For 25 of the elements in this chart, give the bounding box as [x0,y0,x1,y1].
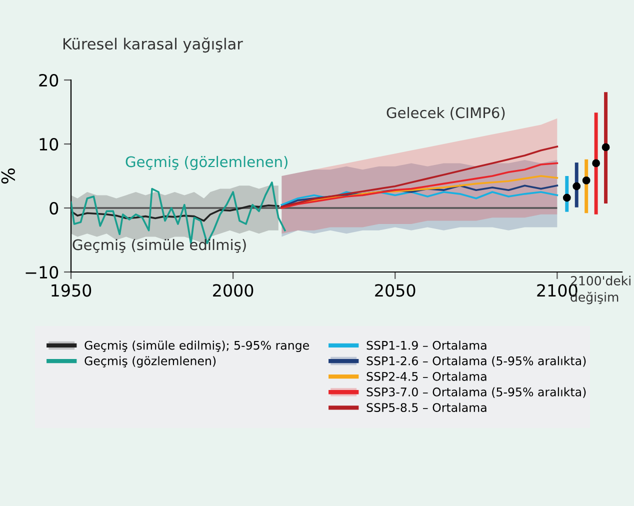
x-tick-label: 2050 [375,284,416,297]
point [602,143,610,152]
legend-label: SSP5-8.5 – Ortalama [366,402,486,412]
point [562,194,571,202]
line-series [71,204,280,222]
y-axis-title: % [1,168,15,184]
x-tick-label: 2000 [213,284,254,297]
y-tick-label: 10 [40,138,58,151]
annotation: Geçmiş (gözlemlenen) [126,156,288,170]
y-tick-label: 0 [50,202,58,215]
legend-label: Geçmiş (gözlemlenen) [84,356,216,368]
x-tick-label: 1950 [52,284,92,297]
chart-title: Küresel karasal yağışlar [64,37,243,53]
legend-label: SSP1-1.9 – Ortalama [366,340,486,350]
legend-label: Geçmiş (simüle edilmiş); 5-95% range [84,340,309,352]
y-tick-label: 20 [39,74,58,87]
y-tick-label: −10 [26,266,58,279]
annotation: Geçmiş (simüle edilmiş) [72,238,246,253]
legend-label: SSP1-2.6 – Ortalama (5-95% aralıkta) [366,356,586,367]
point [592,159,600,168]
point [582,176,590,184]
annotation: Gelecek (CIMP6) [386,106,505,120]
legend-label: SSP2-4.5 – Ortalama [366,372,486,381]
legend-label: SSP3-7.0 – Ortalama (5-95% aralıkta) [366,387,586,398]
point [572,182,581,190]
